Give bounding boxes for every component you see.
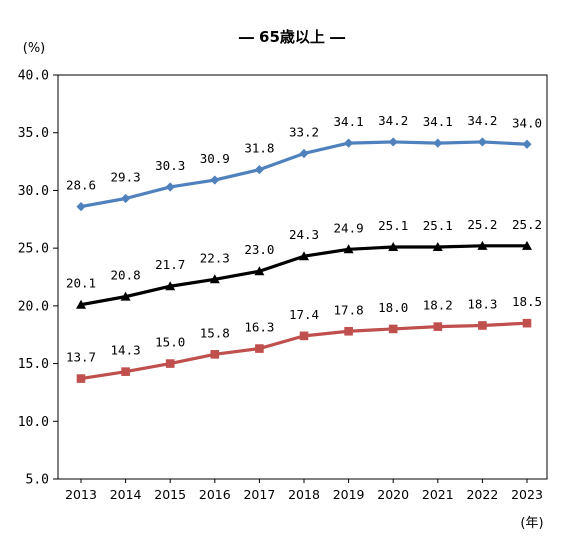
data-label: 34.1 <box>334 114 364 129</box>
data-point-square <box>210 350 220 359</box>
y-tick-label: 15.0 <box>18 357 49 372</box>
data-label: 24.3 <box>289 227 319 242</box>
y-tick-label: 10.0 <box>18 415 49 430</box>
plot-area <box>57 74 548 480</box>
data-point-triangle <box>388 241 399 251</box>
data-point-square <box>478 321 487 330</box>
x-tick-label: 2022 <box>466 487 498 502</box>
data-point-triangle <box>120 291 131 301</box>
x-axis: 2013 2014 2015 2016 2017 2018 2019 2020 2021 2022… <box>65 479 543 502</box>
y-axis: 5.0 10.0 15.0 20.0 25.0 30.0 35.0 40.0 <box>18 69 58 488</box>
data-labels: 28.6 29.3 30.3 30.9 31.8 33.2 34.1 34.2 34.1 34.2… <box>66 113 542 365</box>
data-label: 25.2 <box>512 217 542 232</box>
x-tick-label: 2013 <box>65 487 97 502</box>
data-point-triangle <box>343 244 354 254</box>
data-label: 22.3 <box>200 250 230 265</box>
data-point-triangle <box>432 241 443 251</box>
data-point-triangle <box>76 299 86 309</box>
data-point-square <box>121 367 130 376</box>
series-layer <box>76 137 532 383</box>
data-label: 24.9 <box>334 220 364 235</box>
y-tick-label: 5.0 <box>26 473 49 488</box>
x-tick-label: 2017 <box>243 487 275 502</box>
y-tick-label: 40.0 <box>18 69 49 84</box>
series-2-line <box>80 321 528 381</box>
data-label: 15.8 <box>200 325 230 340</box>
data-label: 29.3 <box>111 170 141 185</box>
data-label: 34.2 <box>467 113 497 128</box>
data-point-diamond <box>388 137 398 147</box>
data-point-diamond <box>76 201 86 212</box>
y-tick-label: 35.0 <box>18 126 49 141</box>
data-label: 13.7 <box>66 350 96 365</box>
data-label: 34.1 <box>423 114 453 129</box>
data-point-square <box>388 324 398 334</box>
x-tick-label: 2020 <box>377 487 409 502</box>
data-point-square <box>255 344 264 353</box>
x-tick-label: 2018 <box>288 487 320 502</box>
data-point-triangle <box>299 251 309 261</box>
chart-title: ― 65歳以上 ― <box>239 28 345 46</box>
data-label: 18.5 <box>512 294 542 309</box>
data-label: 25.2 <box>467 217 497 232</box>
data-point-diamond <box>121 193 131 204</box>
x-tick-label: 2023 <box>511 487 543 502</box>
data-point-diamond <box>165 182 175 192</box>
data-label: 30.9 <box>200 151 230 166</box>
y-tick-label: 20.0 <box>18 299 49 314</box>
data-point-diamond <box>522 139 532 149</box>
y-tick-label: 30.0 <box>18 184 49 199</box>
x-tick-label: 2014 <box>110 487 142 502</box>
y-axis-unit: (%) <box>23 41 46 56</box>
data-label: 25.1 <box>423 218 453 233</box>
data-label: 20.8 <box>111 268 141 283</box>
data-label: 21.7 <box>155 257 185 272</box>
data-point-diamond <box>477 137 487 147</box>
data-label: 17.4 <box>289 307 319 322</box>
data-point-triangle <box>522 240 532 250</box>
x-axis-unit: (年) <box>520 516 543 531</box>
data-label: 34.0 <box>512 115 542 130</box>
data-point-square <box>522 318 532 328</box>
data-point-triangle <box>165 281 176 291</box>
x-tick-label: 2019 <box>333 487 365 502</box>
x-tick-label: 2021 <box>422 487 454 502</box>
data-point-square <box>344 326 353 336</box>
data-point-diamond <box>254 165 264 175</box>
data-point-square <box>76 374 86 383</box>
data-point-triangle <box>477 240 488 250</box>
data-point-diamond <box>210 175 220 185</box>
data-label: 23.0 <box>244 242 274 257</box>
data-point-triangle <box>209 274 220 284</box>
x-tick-label: 2016 <box>199 487 231 502</box>
data-point-square <box>433 322 443 331</box>
x-tick-label: 2015 <box>154 487 186 502</box>
data-point-diamond <box>433 138 443 148</box>
data-label: 18.0 <box>378 300 408 315</box>
data-label: 28.6 <box>66 178 96 193</box>
data-label: 25.1 <box>378 218 408 233</box>
data-point-square <box>299 331 309 341</box>
data-label: 18.3 <box>467 296 497 311</box>
data-label: 15.0 <box>155 335 185 350</box>
data-point-diamond <box>299 148 309 159</box>
data-label: 16.3 <box>244 320 274 335</box>
data-label: 33.2 <box>289 124 319 139</box>
data-label: 14.3 <box>111 343 141 358</box>
data-label: 17.8 <box>334 302 364 317</box>
data-point-square <box>165 359 175 368</box>
data-point-diamond <box>344 138 354 148</box>
data-label: 31.8 <box>244 141 274 156</box>
data-label: 34.2 <box>378 113 408 128</box>
data-label: 20.1 <box>66 276 96 291</box>
y-tick-label: 25.0 <box>18 242 49 257</box>
data-point-triangle <box>254 266 265 276</box>
data-label: 18.2 <box>423 298 453 313</box>
data-label: 30.3 <box>155 158 185 173</box>
